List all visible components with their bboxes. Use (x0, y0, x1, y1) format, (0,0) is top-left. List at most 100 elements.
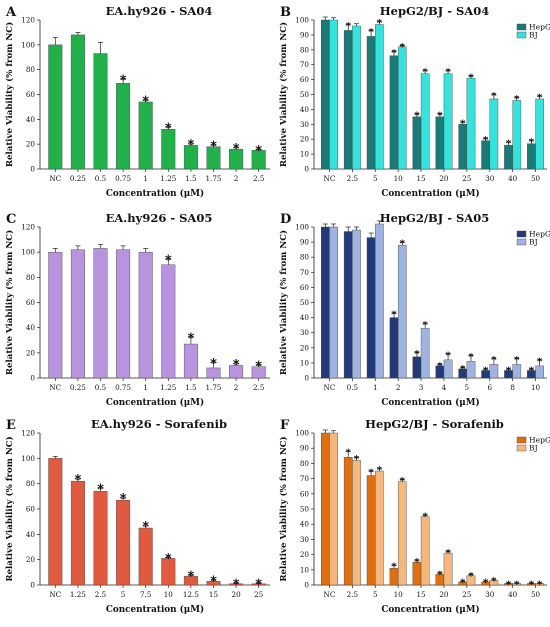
x-tick-label: 2.5 (95, 590, 107, 599)
y-tick-label: 20 (26, 348, 36, 357)
x-tick-label: 15 (416, 590, 426, 599)
x-tick-label: 1.5 (185, 383, 197, 392)
legend-label: HepG2 (529, 230, 550, 239)
y-tick-label: 20 (300, 550, 310, 559)
y-tick-label: 40 (26, 530, 36, 539)
legend-label: HepG2 (529, 23, 550, 32)
significance-star: * (165, 121, 172, 136)
significance-star: * (233, 142, 240, 157)
x-tick-label: 5 (373, 590, 378, 599)
legend-label: BJ (529, 31, 538, 40)
significance-star: * (483, 135, 489, 146)
chart-title: EA.hy926 - SA04 (106, 4, 213, 18)
bar (329, 19, 338, 170)
bar (116, 499, 131, 586)
significance-star: * (514, 580, 520, 591)
significance-star: * (210, 357, 217, 372)
x-tick-label: 0.75 (115, 383, 131, 392)
bar (420, 73, 430, 170)
significance-star: * (423, 67, 429, 78)
bar (489, 98, 499, 170)
bar (48, 458, 63, 586)
bar (466, 361, 476, 379)
y-tick-label: 10 (300, 358, 310, 367)
y-tick-label: 100 (21, 454, 35, 463)
x-tick-label: 1.25 (160, 174, 176, 183)
bar (397, 481, 407, 586)
bar (329, 226, 338, 379)
significance-star: * (506, 139, 512, 150)
significance-star: * (414, 110, 420, 121)
x-tick-label: 0.75 (115, 174, 131, 183)
significance-star: * (423, 512, 429, 523)
x-tick-label: NC (49, 383, 61, 392)
bar (343, 30, 353, 170)
x-tick-label: 5 (373, 174, 378, 183)
y-tick-label: 50 (300, 298, 310, 307)
x-tick-label: 0.5 (95, 383, 107, 392)
bar (420, 327, 430, 379)
bar (70, 34, 85, 170)
significance-star: * (142, 520, 149, 535)
y-tick-label: 60 (300, 283, 310, 292)
y-tick-label: 60 (300, 75, 310, 84)
y-tick-label: 50 (300, 90, 310, 99)
y-tick-label: 20 (26, 555, 36, 564)
significance-star: * (537, 580, 543, 591)
significance-star: * (423, 320, 429, 331)
x-tick-label: 1.25 (70, 590, 86, 599)
legend-swatch (516, 31, 527, 39)
x-tick-label: 20 (439, 174, 449, 183)
significance-star: * (537, 92, 543, 103)
legend-swatch (516, 436, 527, 444)
significance-star: * (369, 468, 375, 479)
x-tick-label: 2.5 (347, 590, 359, 599)
x-tick-label: 15 (209, 590, 219, 599)
x-tick-label: 50 (531, 590, 541, 599)
bar (466, 77, 476, 170)
x-tick-label: 15 (416, 174, 426, 183)
bar (321, 19, 330, 170)
y-tick-label: 60 (300, 489, 310, 498)
bar (93, 248, 108, 379)
x-tick-label: 3 (419, 383, 424, 392)
y-tick-label: 0 (30, 165, 35, 174)
x-axis-label: Concentration (μM) (381, 188, 479, 199)
y-tick-label: 40 (300, 105, 310, 114)
bar (397, 244, 407, 379)
panel-letter: A (5, 5, 17, 20)
x-tick-label: 0.25 (70, 383, 86, 392)
significance-star: * (537, 356, 543, 367)
bar (366, 36, 376, 170)
y-tick-label: 40 (300, 520, 310, 529)
significance-star: * (437, 361, 443, 372)
y-tick-label: 90 (300, 444, 310, 453)
chart-panel-d: D HepG2/BJ - SA05 0 10 20 30 40 50 60 70 80 90 100 Re… (278, 211, 550, 408)
x-tick-label: 0.25 (70, 174, 86, 183)
bar (343, 457, 353, 586)
significance-star: * (491, 355, 497, 366)
chart-title: EA.hy926 - SA05 (106, 211, 213, 225)
x-tick-label: 10 (164, 590, 174, 599)
x-tick-label: 0.5 (347, 383, 359, 392)
bar (412, 116, 422, 170)
significance-star: * (97, 483, 104, 498)
y-axis-label: Relative Viability (% from NC) (4, 230, 15, 375)
chart-panel-f: F HepG2/BJ - Sorafenib 0 10 20 30 40 50 60 70 80 90… (278, 417, 550, 615)
x-tick-label: 40 (508, 174, 518, 183)
y-tick-label: 0 (304, 374, 309, 383)
y-axis-label: Relative Viability (% from NC) (4, 22, 15, 167)
x-tick-label: 0.5 (95, 174, 107, 183)
x-axis-label: Concentration (μM) (106, 188, 204, 199)
bar (138, 251, 153, 379)
bar (443, 359, 453, 379)
panel-letter: C (6, 212, 16, 227)
x-tick-label: 5 (465, 383, 470, 392)
y-tick-label: 30 (300, 535, 310, 544)
y-tick-label: 120 (21, 429, 35, 438)
significance-star: * (460, 578, 466, 589)
bar (375, 24, 384, 170)
significance-star: * (460, 119, 466, 130)
bar (116, 83, 131, 170)
